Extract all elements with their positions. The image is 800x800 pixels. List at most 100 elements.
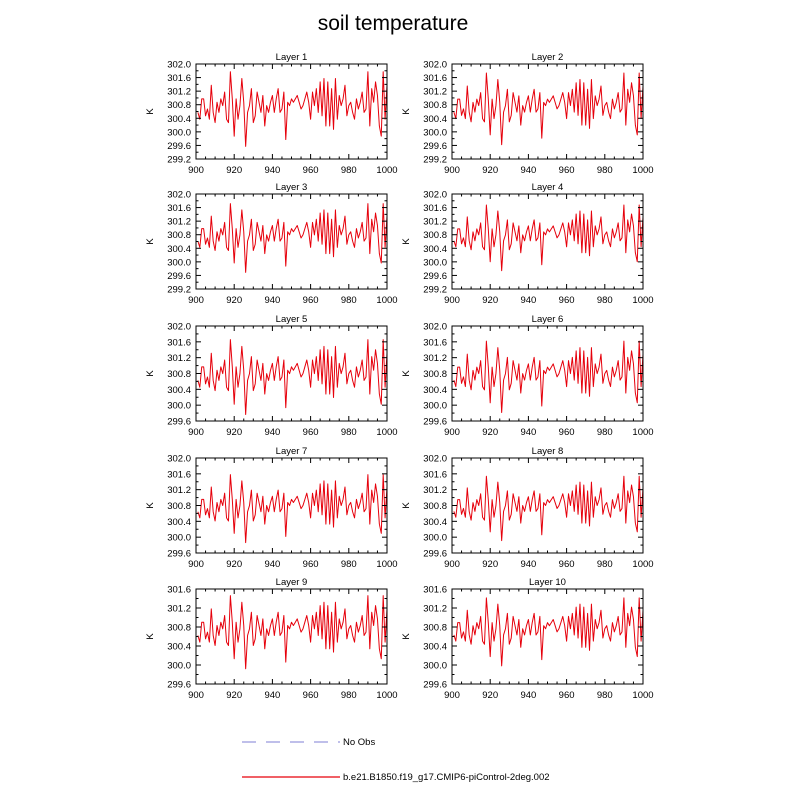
y-tick-label: 300.4 xyxy=(423,642,447,653)
x-tick-label: 900 xyxy=(188,295,204,306)
y-tick-label: 299.2 xyxy=(167,285,191,296)
y-axis-label: K xyxy=(401,370,412,377)
x-tick-label: 980 xyxy=(341,690,357,701)
y-tick-label: 300.4 xyxy=(167,244,191,255)
y-tick-label: 300.8 xyxy=(167,369,191,380)
x-tick-label: 1000 xyxy=(376,165,397,176)
y-tick-label: 301.6 xyxy=(167,73,191,84)
x-tick-label: 1000 xyxy=(632,559,653,570)
y-tick-label: 299.6 xyxy=(423,549,447,560)
panel-layer-8: Layer 8 K 900 920 940 960 980 1000 302.0 301.6 301… xyxy=(401,446,654,570)
x-tick-label: 920 xyxy=(226,559,242,570)
y-tick-label: 300.8 xyxy=(423,100,447,111)
x-tick-label: 960 xyxy=(559,690,575,701)
y-tick-label: 299.6 xyxy=(423,680,447,691)
y-tick-label: 300.8 xyxy=(167,501,191,512)
legend-entry-model: b.e21.B1850.f19_g17.CMIP6-piControl-2deg… xyxy=(242,772,550,783)
x-tick-label: 1000 xyxy=(376,295,397,306)
y-tick-label: 302.0 xyxy=(423,322,447,333)
y-tick-label: 301.2 xyxy=(167,217,191,228)
panel-layer-1: Layer 1 K 900 920 940 960 980 1000 302.0 301.6 301… xyxy=(145,52,398,176)
panel-title: Layer 10 xyxy=(529,577,566,588)
panel-layer-4: Layer 4 K 900 920 940 960 980 1000 302.0 301.6 301… xyxy=(401,182,654,306)
y-tick-label: 300.4 xyxy=(423,517,447,528)
plot-frame xyxy=(451,457,644,554)
plot-frame xyxy=(195,325,388,422)
y-tick-label: 301.2 xyxy=(423,217,447,228)
y-tick-label: 300.4 xyxy=(167,517,191,528)
y-tick-label: 301.2 xyxy=(423,87,447,98)
x-tick-label: 980 xyxy=(597,427,613,438)
y-tick-label: 300.8 xyxy=(167,230,191,241)
y-tick-label: 300.8 xyxy=(423,230,447,241)
x-tick-label: 980 xyxy=(597,559,613,570)
y-tick-label: 302.0 xyxy=(423,454,447,465)
legend-label-no-obs: No Obs xyxy=(343,737,375,748)
y-axis-label: K xyxy=(401,108,412,115)
x-tick-label: 960 xyxy=(303,165,319,176)
y-tick-label: 299.2 xyxy=(167,155,191,166)
series-line-layer-5 xyxy=(197,339,388,415)
y-tick-label: 299.6 xyxy=(423,417,447,428)
x-tick-label: 900 xyxy=(444,295,460,306)
x-tick-label: 920 xyxy=(482,165,498,176)
y-tick-label: 300.0 xyxy=(167,127,191,138)
panel-layer-2: Layer 2 K 900 920 940 960 980 1000 302.0 301.6 301… xyxy=(401,52,654,176)
x-tick-label: 960 xyxy=(303,295,319,306)
x-tick-label: 940 xyxy=(520,690,536,701)
y-tick-label: 299.6 xyxy=(167,417,191,428)
x-tick-label: 900 xyxy=(188,165,204,176)
panel-title: Layer 6 xyxy=(532,314,564,325)
x-tick-label: 940 xyxy=(520,165,536,176)
y-tick-label: 300.8 xyxy=(423,501,447,512)
x-tick-label: 920 xyxy=(226,295,242,306)
y-tick-label: 302.0 xyxy=(167,60,191,71)
x-tick-label: 980 xyxy=(597,295,613,306)
y-tick-label: 299.6 xyxy=(167,271,191,282)
panel-layer-6: Layer 6 K 900 920 940 960 980 1000 302.0 301.6 301… xyxy=(401,314,654,438)
y-tick-label: 300.0 xyxy=(423,533,447,544)
y-tick-label: 300.4 xyxy=(167,385,191,396)
y-tick-label: 299.6 xyxy=(167,549,191,560)
series-line-layer-6 xyxy=(453,340,644,414)
panel-title: Layer 7 xyxy=(276,446,308,457)
panel-layer-7: Layer 7 K 900 920 940 960 980 1000 302.0 301.6 301… xyxy=(145,446,398,570)
x-tick-label: 940 xyxy=(520,559,536,570)
y-axis-label: K xyxy=(145,108,156,115)
y-tick-label: 300.0 xyxy=(423,257,447,268)
panel-layer-9: Layer 9 K 900 920 940 960 980 1000 301.6 301.2 300… xyxy=(145,577,398,701)
x-tick-label: 960 xyxy=(559,295,575,306)
y-tick-label: 299.2 xyxy=(423,155,447,166)
x-tick-label: 1000 xyxy=(632,690,653,701)
y-tick-label: 300.4 xyxy=(167,114,191,125)
x-tick-label: 900 xyxy=(444,427,460,438)
series-line-layer-1 xyxy=(197,71,388,147)
y-tick-label: 300.4 xyxy=(423,114,447,125)
y-tick-label: 301.6 xyxy=(167,337,191,348)
plot-frame xyxy=(195,193,388,290)
plot-frame xyxy=(451,193,644,290)
y-tick-label: 300.0 xyxy=(167,533,191,544)
panels: Layer 1 K 900 920 940 960 980 1000 302.0 301.6 301… xyxy=(145,52,654,701)
y-axis-label: K xyxy=(145,633,156,640)
y-tick-label: 301.2 xyxy=(167,604,191,615)
series-line-layer-9 xyxy=(197,595,388,670)
plot-frame xyxy=(195,588,388,685)
y-tick-label: 301.6 xyxy=(423,73,447,84)
y-tick-label: 301.6 xyxy=(167,469,191,480)
y-tick-label: 300.8 xyxy=(167,100,191,111)
x-tick-label: 940 xyxy=(264,559,280,570)
x-tick-label: 940 xyxy=(264,295,280,306)
plot-frame xyxy=(195,63,388,160)
y-tick-label: 301.6 xyxy=(423,203,447,214)
series-line-layer-8 xyxy=(453,475,644,542)
figure-title: soil temperature xyxy=(318,12,469,35)
y-tick-label: 301.2 xyxy=(423,604,447,615)
panel-layer-5: Layer 5 K 900 920 940 960 980 1000 302.0 301.6 301… xyxy=(145,314,398,438)
x-tick-label: 1000 xyxy=(632,295,653,306)
x-tick-label: 900 xyxy=(188,559,204,570)
x-tick-label: 960 xyxy=(559,559,575,570)
y-tick-label: 302.0 xyxy=(423,60,447,71)
x-tick-label: 920 xyxy=(226,427,242,438)
x-tick-label: 920 xyxy=(226,165,242,176)
